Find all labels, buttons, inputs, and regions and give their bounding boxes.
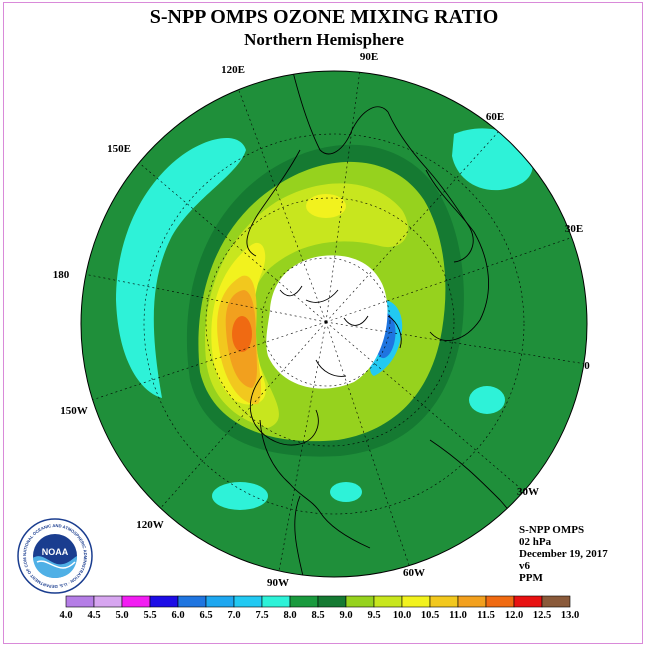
colorbar-swatch [233, 595, 263, 608]
lon-label-90w: 90W [267, 577, 289, 589]
map-boundary [80, 70, 588, 578]
lon-label-30w: 30W [517, 486, 539, 498]
cyan-region-south [212, 482, 268, 510]
cyan-region-south-2 [330, 482, 362, 502]
colorbar-tick-label: 9.0 [339, 610, 352, 621]
colorbar-tick-label: 6.5 [199, 610, 212, 621]
colorbar-tick-label: 6.0 [171, 610, 184, 621]
colorbar-tick-label: 11.0 [449, 610, 467, 621]
colorbar-tick-label: 12.0 [505, 610, 523, 621]
info-units: PPM [519, 572, 543, 584]
info-date: December 19, 2017 [519, 548, 608, 560]
info-instrument: S-NPP OMPS [519, 524, 585, 536]
figure-frame [3, 2, 643, 644]
cyan-region-east [469, 386, 505, 414]
lon-label-120e: 120E [221, 64, 245, 76]
colorbar-swatch [457, 595, 487, 608]
colorbar-swatch [205, 595, 235, 608]
colorbar-tick-label: 5.0 [115, 610, 128, 621]
colorbar-tick-label: 4.0 [59, 610, 72, 621]
info-version: v6 [519, 560, 530, 572]
lon-label-0: 0 [584, 360, 590, 372]
colorbar-tick-label: 8.0 [283, 610, 296, 621]
colorbar-swatch [429, 595, 459, 608]
lon-label-60w: 60W [403, 567, 425, 579]
graticule [81, 71, 587, 577]
lon-label-90e: 90E [360, 51, 378, 63]
contour-10-10.5-north [306, 194, 346, 218]
colorbar-tick-label: 5.5 [143, 610, 156, 621]
colorbar-tick-label: 7.0 [227, 610, 240, 621]
colorbar-tick-label: 10.0 [393, 610, 411, 621]
colorbar-swatches [65, 595, 571, 608]
colorbar-swatch [261, 595, 291, 608]
lon-label-150e: 150E [107, 143, 131, 155]
colorbar-swatch [93, 595, 123, 608]
colorbar-swatch [345, 595, 375, 608]
cyan-region-west [116, 137, 246, 398]
info-level: 02 hPa [519, 536, 552, 548]
colorbar-swatch [541, 595, 571, 608]
lon-label-120w: 120W [136, 519, 164, 531]
colorbar-tick-label: 10.5 [421, 610, 439, 621]
noaa-logo-text: NOAA [42, 547, 69, 557]
colorbar-tick-labels: 4.0 4.5 5.0 5.5 6.0 6.5 7.0 7.5 8.0 8.5 9.0 9.5 10.0… [59, 610, 579, 621]
colorbar-tick-label: 12.5 [533, 610, 551, 621]
info-block: S-NPP OMPS 02 hPa December 19, 2017 v6 P… [519, 524, 608, 584]
colorbar-swatch [65, 595, 95, 608]
lon-label-60e: 60E [486, 111, 504, 123]
colorbar-swatch [401, 595, 431, 608]
colorbar-swatch [149, 595, 179, 608]
colorbar-swatch [485, 595, 515, 608]
chart-title: S-NPP OMPS OZONE MIXING RATIO [149, 6, 499, 28]
colorbar-tick-label: 11.5 [477, 610, 495, 621]
colorbar-swatch [373, 595, 403, 608]
colorbar-swatch [121, 595, 151, 608]
colorbar-tick-label: 13.0 [561, 610, 579, 621]
lon-label-30e: 30E [565, 223, 583, 235]
colorbar-swatch [177, 595, 207, 608]
lon-label-150w: 150W [60, 405, 88, 417]
colorbar-swatch [317, 595, 347, 608]
contour-11.5-12 [232, 316, 252, 352]
colorbar-swatch [513, 595, 543, 608]
colorbar-tick-label: 7.5 [255, 610, 268, 621]
colorbar-tick-label: 8.5 [311, 610, 324, 621]
colorbar-tick-label: 9.5 [367, 610, 380, 621]
colorbar-swatch [289, 595, 319, 608]
noaa-logo: NATIONAL OCEANIC AND ATMOSPHERIC ADMINIS… [17, 518, 93, 594]
chart-subtitle: Northern Hemisphere [244, 30, 404, 49]
coastlines [246, 71, 541, 577]
colorbar-tick-label: 4.5 [87, 610, 100, 621]
lon-label-180: 180 [53, 269, 70, 281]
